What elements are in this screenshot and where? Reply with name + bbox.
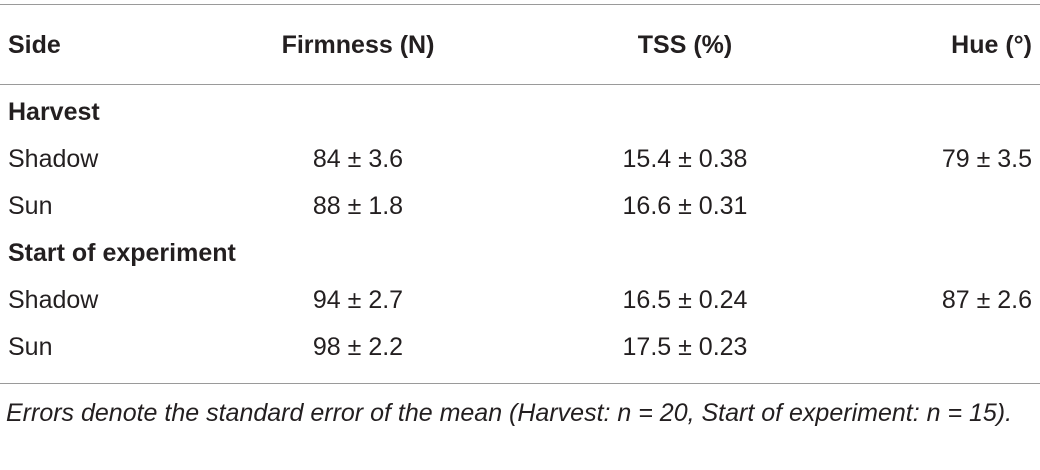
table-cell: 79 ± 3.5	[941, 145, 1032, 173]
table-cell: 88 ± 1.8	[312, 192, 404, 220]
top-rule	[0, 4, 1040, 5]
column-header: Side	[8, 31, 61, 59]
column-header: Firmness (N)	[281, 31, 435, 59]
column-header: TSS (%)	[637, 31, 733, 59]
header-rule	[0, 84, 1040, 85]
section-title: Start of experiment	[8, 239, 236, 267]
row-label: Shadow	[8, 145, 99, 173]
bottom-rule	[0, 383, 1040, 384]
table-cell: 17.5 ± 0.23	[622, 333, 748, 361]
row-label: Sun	[8, 192, 53, 220]
row-label: Sun	[8, 333, 53, 361]
table-cell: 94 ± 2.7	[312, 286, 404, 314]
footnote: Errors denote the standard error of the …	[6, 399, 1013, 427]
table-cell: 84 ± 3.6	[312, 145, 404, 173]
column-header: Hue (°)	[951, 31, 1032, 59]
row-label: Shadow	[8, 286, 99, 314]
table-cell: 87 ± 2.6	[941, 286, 1032, 314]
section-title: Harvest	[8, 98, 100, 126]
table-cell: 15.4 ± 0.38	[622, 145, 748, 173]
table-cell: 16.6 ± 0.31	[622, 192, 748, 220]
table-cell: 16.5 ± 0.24	[622, 286, 748, 314]
table-cell: 98 ± 2.2	[312, 333, 404, 361]
